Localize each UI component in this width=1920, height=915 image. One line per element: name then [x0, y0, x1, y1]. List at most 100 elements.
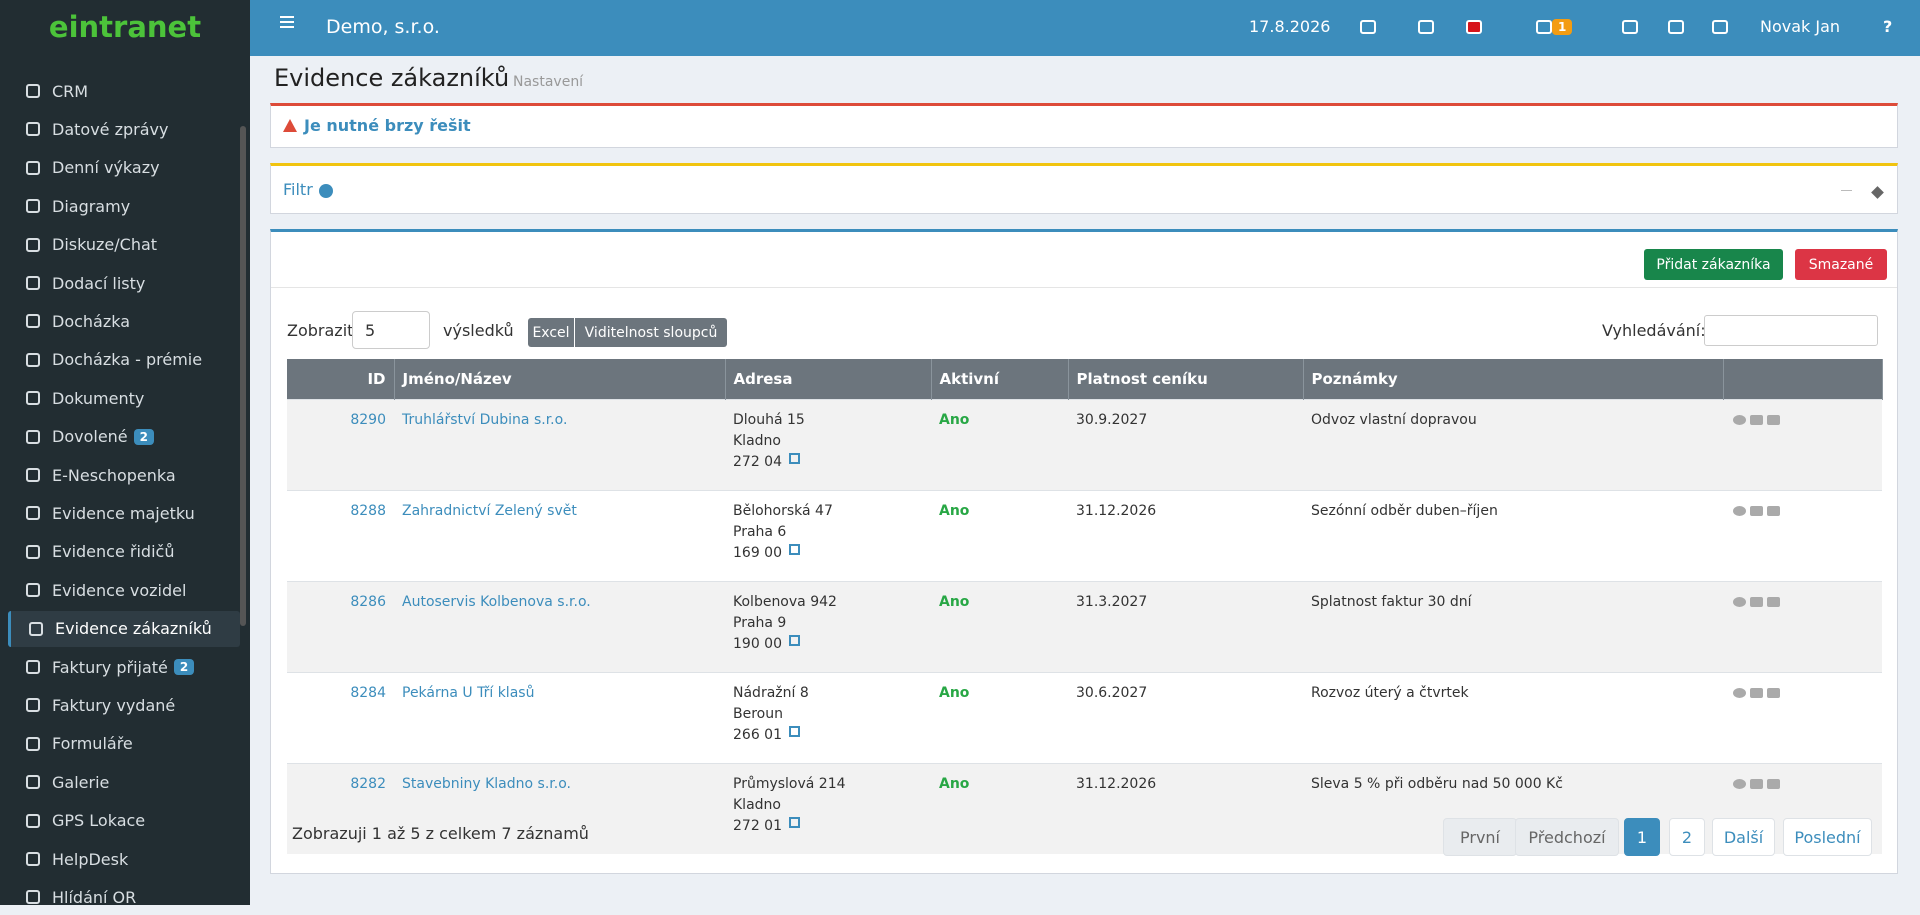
- page-size-value: 5: [365, 321, 376, 340]
- toolbar-icon[interactable]: [1418, 20, 1434, 34]
- toolbar-icon[interactable]: [1466, 20, 1482, 34]
- scrollbar[interactable]: [240, 126, 246, 626]
- map-link[interactable]: [789, 452, 800, 464]
- id-link[interactable]: 8290: [350, 411, 386, 428]
- id-link[interactable]: 8282: [350, 775, 386, 792]
- sidebar-item[interactable]: HelpDesk: [8, 841, 240, 877]
- page-last[interactable]: Poslední: [1783, 818, 1872, 856]
- excel-button[interactable]: Excel: [528, 318, 574, 347]
- zip: 266 01: [733, 726, 782, 743]
- sidebar-item[interactable]: Evidence řidičů: [8, 534, 240, 570]
- edit-action[interactable]: [1767, 505, 1780, 516]
- sidebar-item[interactable]: Datové zprávy: [8, 111, 240, 147]
- columns-button[interactable]: Viditelnost sloupců: [575, 318, 727, 347]
- settings-link[interactable]: Nastavení: [513, 74, 584, 90]
- view-action[interactable]: [1733, 778, 1746, 789]
- sidebar-item[interactable]: Evidence vozidel: [8, 572, 240, 608]
- delete-action[interactable]: [1750, 778, 1763, 789]
- toolbar-icon[interactable]: [1360, 20, 1376, 34]
- delete-action[interactable]: [1750, 414, 1763, 425]
- page-next[interactable]: Další: [1712, 818, 1775, 856]
- column-title: Aktivní: [939, 369, 1000, 388]
- cell-active: Ano: [931, 489, 1068, 581]
- page-first[interactable]: První: [1443, 818, 1517, 856]
- user-menu[interactable]: Novak Jan: [1760, 17, 1841, 36]
- delete-action[interactable]: [1750, 687, 1763, 698]
- sidebar-item[interactable]: Galerie: [8, 764, 240, 800]
- map-link[interactable]: [789, 725, 800, 737]
- sidebar-item[interactable]: Dovolené 2: [8, 419, 240, 455]
- sidebar-item[interactable]: E-Neschopenka: [8, 457, 240, 493]
- column-header[interactable]: [1723, 359, 1883, 399]
- view-action[interactable]: [1733, 687, 1746, 698]
- search-input[interactable]: [1704, 315, 1878, 346]
- name-link[interactable]: Truhlářství Dubina s.r.o.: [402, 411, 568, 428]
- page-prev[interactable]: Předchozí: [1515, 818, 1619, 856]
- menu-icon: [26, 583, 40, 598]
- sidebar-item[interactable]: Evidence zákazníků: [8, 610, 240, 647]
- cell-actions: [1723, 398, 1882, 490]
- sidebar-item[interactable]: Dodací listy: [8, 265, 240, 301]
- sidebar-label: Galerie: [52, 772, 110, 792]
- column-header[interactable]: Adresa: [725, 359, 932, 399]
- sidebar-label: Evidence řidičů: [52, 542, 175, 562]
- cell-active: Ano: [931, 580, 1068, 672]
- name-link[interactable]: Stavebniny Kladno s.r.o.: [402, 775, 571, 792]
- cell-actions: [1723, 580, 1882, 672]
- name-link[interactable]: Autoservis Kolbenova s.r.o.: [402, 593, 591, 610]
- filter-title[interactable]: Filtr: [283, 180, 313, 199]
- page-size-select[interactable]: 5: [352, 311, 430, 349]
- filter-close[interactable]: [1871, 186, 1884, 199]
- sidebar-item[interactable]: Diagramy: [8, 188, 240, 224]
- map-link[interactable]: [789, 543, 800, 555]
- column-header[interactable]: Poznámky: [1303, 359, 1724, 399]
- delete-action[interactable]: [1750, 596, 1763, 607]
- column-header[interactable]: Jméno/Název: [394, 359, 726, 399]
- sidebar-item[interactable]: Diskuze/Chat: [8, 227, 240, 263]
- help[interactable]: ?: [1883, 17, 1893, 36]
- name-link[interactable]: Pekárna U Tří klasů: [402, 684, 535, 701]
- sidebar-item[interactable]: CRM: [8, 73, 240, 109]
- sidebar-item[interactable]: Hlídání OR: [8, 879, 240, 915]
- column-header[interactable]: Aktivní: [931, 359, 1069, 399]
- map-link[interactable]: [789, 634, 800, 646]
- toolbar-icon[interactable]: [1622, 20, 1638, 34]
- cell-note: Sezónní odběr duben–říjen: [1303, 489, 1723, 581]
- page-number[interactable]: 1: [1624, 818, 1660, 856]
- sidebar-badge: 2: [133, 428, 154, 445]
- sidebar-item[interactable]: Dokumenty: [8, 380, 240, 416]
- id-link[interactable]: 8288: [350, 502, 386, 519]
- alert-title[interactable]: Je nutné brzy řešit: [304, 116, 471, 135]
- id-link[interactable]: 8284: [350, 684, 386, 701]
- toolbar-icon[interactable]: [1712, 20, 1728, 34]
- sidebar-item[interactable]: Faktury vydané: [8, 687, 240, 723]
- edit-action[interactable]: [1767, 414, 1780, 425]
- page-number[interactable]: 2: [1669, 818, 1705, 856]
- sidebar-item[interactable]: Docházka: [8, 303, 240, 339]
- sidebar-item[interactable]: Docházka - prémie: [8, 342, 240, 378]
- column-header[interactable]: ID: [287, 359, 395, 399]
- column-header[interactable]: Platnost ceníku: [1068, 359, 1304, 399]
- view-action[interactable]: [1733, 596, 1746, 607]
- delete-action[interactable]: [1750, 505, 1763, 516]
- view-action[interactable]: [1733, 414, 1746, 425]
- toolbar-icon[interactable]: [1668, 20, 1684, 34]
- sidebar-item[interactable]: GPS Lokace: [8, 803, 240, 839]
- sidebar-item[interactable]: Denní výkazy: [8, 150, 240, 186]
- sidebar-item[interactable]: Formuláře: [8, 726, 240, 762]
- name-link[interactable]: Zahradnictví Zelený svět: [402, 502, 577, 519]
- edit-action[interactable]: [1767, 687, 1780, 698]
- sidebar-item[interactable]: Faktury přijaté 2: [8, 649, 240, 685]
- map-link[interactable]: [789, 816, 800, 828]
- edit-action[interactable]: [1767, 596, 1780, 607]
- logo[interactable]: eintranet: [0, 0, 250, 56]
- id-link[interactable]: 8286: [350, 593, 386, 610]
- sidebar-item[interactable]: Evidence majetku: [8, 495, 240, 531]
- toolbar-icon[interactable]: [1536, 20, 1552, 34]
- add-button[interactable]: Přidat zákazníka: [1644, 249, 1783, 280]
- edit-action[interactable]: [1767, 778, 1780, 789]
- menu-toggle[interactable]: [280, 16, 294, 28]
- deleted-button[interactable]: Smazané: [1795, 249, 1887, 280]
- view-action[interactable]: [1733, 505, 1746, 516]
- filter-expand[interactable]: [1841, 190, 1852, 191]
